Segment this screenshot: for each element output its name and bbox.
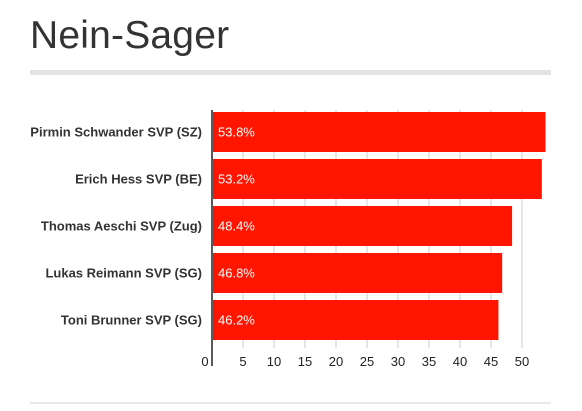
bar-value-label: 46.2% — [218, 313, 255, 328]
x-axis-ticks: 0 5 10 15 20 25 30 35 40 45 50 — [201, 354, 529, 369]
x-tick-label: 40 — [453, 354, 467, 369]
category-labels: Pirmin Schwander SVP (SZ) Erich Hess SVP … — [30, 125, 202, 328]
x-tick-label: 35 — [422, 354, 436, 369]
x-tick-label: 20 — [329, 354, 343, 369]
x-tick-label: 0 — [201, 354, 208, 369]
category-label: Erich Hess SVP (BE) — [75, 172, 202, 187]
x-tick-label: 45 — [484, 354, 498, 369]
bar-value-label: 46.8% — [218, 266, 255, 281]
bar[interactable] — [213, 300, 499, 340]
bar-value-label: 48.4% — [218, 219, 255, 234]
bar[interactable] — [213, 253, 503, 293]
bar-value-label: 53.2% — [218, 172, 255, 187]
category-label: Pirmin Schwander SVP (SZ) — [30, 125, 202, 140]
category-label: Toni Brunner SVP (SG) — [61, 313, 202, 328]
x-tick-label: 5 — [239, 354, 246, 369]
bar[interactable] — [213, 112, 546, 152]
bar-value-label: 53.8% — [218, 125, 255, 140]
bar[interactable] — [213, 159, 542, 199]
title-divider — [30, 70, 551, 75]
x-tick-label: 10 — [267, 354, 281, 369]
x-tick-label: 15 — [298, 354, 312, 369]
x-tick-label: 50 — [515, 354, 529, 369]
category-label: Lukas Reimann SVP (SG) — [45, 266, 202, 281]
bars: 53.8% 53.2% 48.4% 46.8% 46.2% — [213, 112, 546, 340]
category-label: Thomas Aeschi SVP (Zug) — [41, 219, 202, 234]
x-tick-label: 30 — [391, 354, 405, 369]
footer-divider — [30, 402, 551, 404]
bar[interactable] — [213, 206, 513, 246]
x-tick-label: 25 — [360, 354, 374, 369]
chart-title: Nein-Sager — [30, 14, 230, 57]
